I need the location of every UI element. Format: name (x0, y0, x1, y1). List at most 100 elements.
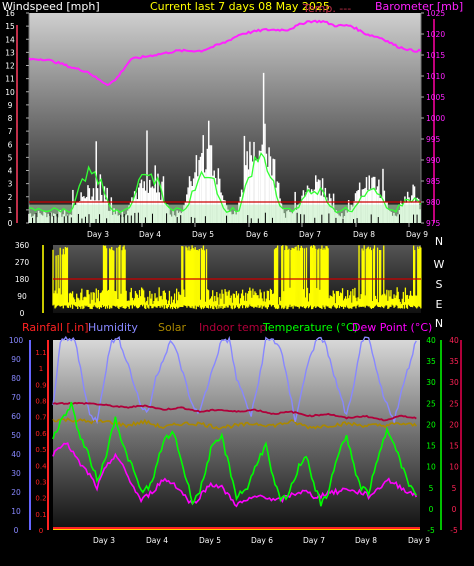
legend-humidity: Humidity (88, 321, 138, 334)
temp-fragment: Temp. --- (302, 2, 351, 15)
wind-tick-label: 9 (8, 101, 13, 110)
humidity-tick-label: 50 (11, 431, 21, 440)
indoor-tick-label: 15 (449, 442, 459, 451)
day-label-bottom: Day 3 (93, 536, 115, 545)
chart-title: Current last 7 days 08 May 2025 (150, 0, 330, 13)
dir-tick-label: 180 (15, 275, 30, 284)
temp-tick-label: 40 (426, 336, 436, 345)
wind-tick-label: 4 (8, 167, 13, 176)
rain-tick-label: 0.8 (35, 398, 46, 406)
rainfall-bar (53, 527, 420, 530)
compass-label: N (435, 235, 443, 248)
baro-tick-label: 985 (426, 177, 441, 186)
temp-tick-label: 0 (429, 505, 434, 514)
legend-solar: Solar (158, 321, 187, 334)
indoor-tick-label: 5 (452, 484, 457, 493)
rain-tick-label: 0.1 (35, 511, 46, 519)
humidity-tick-label: 0 (14, 526, 19, 535)
baro-tick-label: 1020 (426, 30, 445, 39)
baro-tick-label: 990 (426, 156, 441, 165)
rain-tick-label: 0.5 (35, 446, 46, 454)
day-label: Day 9 (406, 230, 428, 239)
temp-tick-label: 30 (426, 378, 436, 387)
humidity-tick-label: 30 (11, 469, 21, 478)
barometer-label: Barometer [mb] (375, 0, 463, 13)
compass-label: S (436, 278, 443, 291)
humidity-tick-label: 80 (11, 374, 21, 383)
rainfall-highlight (53, 529, 420, 530)
humidity-tick-label: 10 (11, 507, 21, 516)
rain-tick-label: 0.3 (35, 478, 46, 486)
indoor-tick-label: 35 (449, 357, 459, 366)
baro-tick-label: 980 (426, 198, 441, 207)
baro-tick-label: 1000 (426, 114, 445, 123)
temperature-chart: 010203040506070809010000.10.20.30.40.50.… (9, 335, 462, 545)
compass-label: W (434, 258, 445, 271)
wind-tick-label: 11 (5, 75, 15, 84)
wind-tick-label: 10 (5, 88, 15, 97)
indoor-tick-label: -5 (450, 526, 458, 535)
humidity-line (52, 335, 417, 425)
temp-tick-label: 10 (426, 463, 436, 472)
day-label-bottom: Day 4 (146, 536, 168, 545)
baro-tick-label: 975 (426, 219, 441, 228)
wind-base-band (29, 204, 421, 223)
wind-tick-label: 3 (8, 180, 13, 189)
day-label-bottom: Day 9 (408, 536, 430, 545)
day-label-bottom: Day 8 (355, 536, 377, 545)
temp-tick-label: 15 (426, 442, 436, 451)
day-label: Day 7 (299, 230, 321, 239)
wind-tick-label: 13 (5, 48, 15, 57)
indoor-tick-label: 0 (452, 505, 457, 514)
wind-tick-label: 12 (5, 62, 15, 71)
day-label-bottom: Day 7 (303, 536, 325, 545)
compass-label: N (435, 317, 443, 330)
day-label: Day 3 (87, 230, 109, 239)
legend-dew-point: Dew Point (°C) (352, 321, 432, 334)
temp-tick-label: -5 (427, 526, 435, 535)
rain-tick-label: 0.2 (35, 495, 46, 503)
temp-tick-label: 25 (426, 399, 436, 408)
wind-chart: 0123456789101112131415169759809859909951… (5, 9, 445, 239)
indoor-tick-label: 30 (449, 378, 459, 387)
baro-tick-label: 1005 (426, 93, 445, 102)
day-label: Day 4 (139, 230, 161, 239)
humidity-tick-label: 100 (9, 336, 24, 345)
wind-tick-label: 6 (8, 140, 13, 149)
legend-rainfall: Rainfall [.in] (22, 321, 89, 334)
gust-line (28, 152, 422, 214)
rain-tick-label: 0.6 (35, 430, 47, 438)
temperature-line (52, 401, 417, 507)
wind-tick-label: 1 (8, 206, 13, 215)
day-label: Day 6 (246, 230, 268, 239)
baro-tick-label: 1010 (426, 72, 445, 81)
wind-tick-label: 5 (8, 153, 13, 162)
legend-indoor-temp: Indoor temp (199, 321, 266, 334)
day-label: Day 8 (353, 230, 375, 239)
dew-point-line (52, 442, 418, 508)
temp-tick-label: 5 (429, 484, 434, 493)
wind-tick-label: 7 (8, 127, 13, 136)
wind-tick-label: 16 (5, 9, 15, 18)
rain-tick-label: 0 (39, 527, 43, 535)
humidity-tick-label: 20 (11, 488, 21, 497)
windspeed-label: Windspeed [mph] (2, 0, 100, 13)
indoor-tick-label: 40 (449, 336, 459, 345)
wind-tick-label: 8 (8, 114, 13, 123)
dir-tick-label: 90 (17, 292, 27, 301)
humidity-tick-label: 70 (11, 393, 21, 402)
legend-temperature: Temperature (°C) (262, 321, 358, 334)
indoor-tick-label: 20 (449, 420, 459, 429)
rain-tick-label: 1.1 (35, 349, 46, 357)
indoor-tick-label: 25 (449, 399, 459, 408)
barometer-line (28, 19, 422, 87)
wind-tick-label: 0 (8, 219, 13, 228)
humidity-tick-label: 90 (11, 355, 21, 364)
rain-tick-label: 0.9 (35, 381, 46, 389)
wind-plot-area (29, 13, 421, 223)
day-label-bottom: Day 6 (251, 536, 273, 545)
baro-tick-label: 1015 (426, 51, 445, 60)
rain-tick-label: 1 (39, 365, 43, 373)
